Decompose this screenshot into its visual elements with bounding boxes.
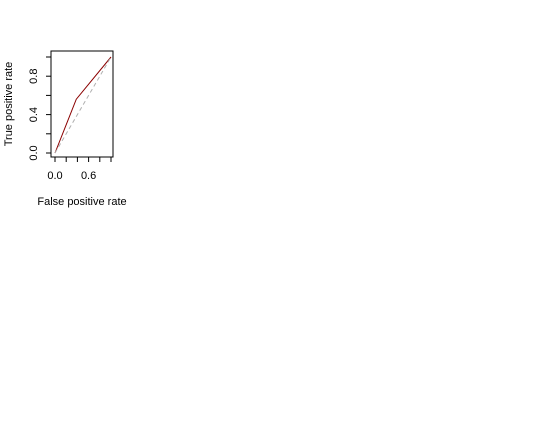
x-axis-label: False positive rate (37, 196, 126, 208)
y-tick-label: 0.0 (28, 145, 40, 160)
y-axis: 0.0 0.4 0.8 (28, 56, 51, 161)
series-layer (54, 56, 112, 154)
y-tick-label: 0.8 (28, 69, 40, 84)
y-tick-label: 0.4 (28, 107, 40, 122)
x-tick-label: 0.0 (47, 170, 62, 182)
x-tick-label: 0.6 (81, 170, 96, 182)
y-axis-label: True positive rate (3, 62, 15, 147)
x-axis: 0.0 0.6 (47, 157, 112, 182)
plot-frame (50, 50, 114, 158)
series-line-1 (54, 56, 112, 154)
series-line-2 (54, 56, 112, 154)
